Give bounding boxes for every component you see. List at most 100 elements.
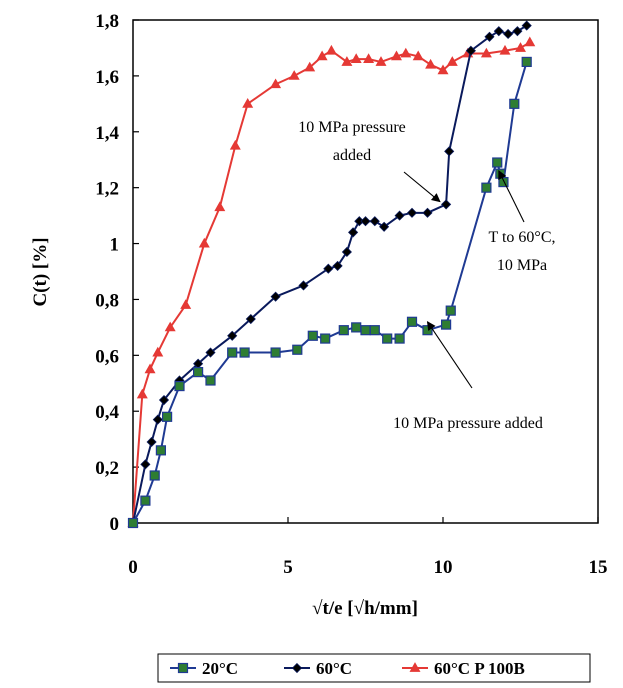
data-point <box>338 325 349 336</box>
y-axis-title: C(t) [%] <box>30 237 51 306</box>
annotation-text: 10 MPa pressure added <box>393 415 543 432</box>
data-point <box>465 45 476 56</box>
data-point <box>323 263 334 274</box>
data-point <box>351 322 362 333</box>
data-point <box>341 246 352 258</box>
data-point <box>406 316 418 327</box>
data-point <box>292 344 303 355</box>
y-tick-label: 1,6 <box>95 67 119 88</box>
data-point <box>445 305 456 316</box>
data-point <box>316 50 328 61</box>
x-axis-title: √t/e [√h/mm] <box>312 598 418 619</box>
annotation-text: 10 MPa <box>497 257 547 274</box>
data-point <box>521 56 532 68</box>
x-tick-label: 5 <box>283 557 293 578</box>
series-line <box>132 41 531 524</box>
data-point <box>412 50 424 61</box>
legend-swatch-marker <box>409 662 421 672</box>
data-point <box>481 182 492 193</box>
data-point <box>242 98 254 108</box>
y-tick-label: 0,8 <box>95 290 119 311</box>
y-tick-label: 0 <box>110 514 120 535</box>
legend-box <box>157 653 591 683</box>
data-point <box>422 207 433 218</box>
data-point <box>158 394 170 406</box>
data-point <box>492 157 503 168</box>
annotation-text: 10 MPa pressure <box>298 119 406 136</box>
series-layer <box>127 20 536 529</box>
data-point <box>164 321 176 332</box>
data-point <box>304 61 316 72</box>
data-point <box>400 47 412 58</box>
data-point <box>214 201 226 212</box>
data-point <box>162 411 173 422</box>
data-point <box>136 388 148 399</box>
data-point <box>298 280 309 291</box>
data-point <box>394 333 405 344</box>
data-point <box>382 333 393 344</box>
legend-swatch-marker <box>177 662 189 674</box>
legend-label: 20°C <box>202 659 238 678</box>
data-point <box>425 58 437 69</box>
legend-item-1: 60°C <box>284 659 352 678</box>
x-tick-label: 0 <box>128 557 138 578</box>
data-point <box>379 221 390 232</box>
data-point <box>127 517 139 529</box>
data-point <box>307 330 318 341</box>
data-point <box>320 333 331 344</box>
data-point <box>140 459 151 470</box>
y-tick-label: 0,6 <box>95 346 119 367</box>
data-point <box>394 210 405 221</box>
annotation-arrow <box>403 171 441 203</box>
series-0 <box>127 56 532 529</box>
data-point <box>446 56 458 66</box>
annotation-0: 10 MPa pressure added <box>298 119 441 203</box>
data-point <box>227 347 238 358</box>
data-point <box>441 199 452 210</box>
data-point <box>444 146 455 157</box>
data-point <box>521 20 532 31</box>
data-point <box>524 36 536 47</box>
series-2 <box>127 36 536 527</box>
x-tick-label: 15 <box>589 557 608 578</box>
x-axis-ticks: 0 5 10 15 <box>128 517 608 578</box>
y-axis-ticks: 0 0,2 0,4 0,6 0,8 1 1,2 1,4 1,6 1,8 <box>95 11 139 535</box>
data-point <box>205 375 216 386</box>
data-point <box>152 414 163 425</box>
data-point <box>174 380 185 392</box>
data-point <box>144 363 156 374</box>
data-point <box>363 53 375 64</box>
data-point <box>498 176 509 188</box>
data-point <box>270 347 281 358</box>
annotation-arrow <box>498 170 525 223</box>
data-point <box>288 70 300 80</box>
data-point <box>375 56 387 66</box>
data-point <box>391 50 402 61</box>
series-line <box>132 24 528 524</box>
y-tick-label: 1 <box>110 235 120 256</box>
data-point <box>509 98 520 109</box>
data-point <box>325 44 337 55</box>
legend-label: 60°C P 100B <box>434 659 525 678</box>
annotation-layer: 10 MPa pressure added T to 60°C, 10 MPa 10 M… <box>298 119 555 432</box>
data-point <box>270 78 282 89</box>
y-tick-label: 1,4 <box>95 123 119 144</box>
annotation-text: added <box>333 147 371 164</box>
data-point <box>499 44 511 55</box>
data-point <box>441 319 452 330</box>
legend-label: 60°C <box>316 659 352 678</box>
data-point <box>406 207 418 218</box>
legend-item-2: 60°C P 100B <box>402 659 525 678</box>
legend-swatch-marker <box>291 662 303 674</box>
x-tick-label: 10 <box>434 557 453 578</box>
annotation-text: T to 60°C, <box>489 229 556 246</box>
data-point <box>360 216 371 227</box>
data-point <box>484 31 495 42</box>
data-point <box>205 347 216 358</box>
data-point <box>503 28 514 40</box>
data-point <box>239 347 250 358</box>
series-1 <box>127 20 532 529</box>
data-point <box>227 330 238 341</box>
data-point <box>332 260 343 271</box>
